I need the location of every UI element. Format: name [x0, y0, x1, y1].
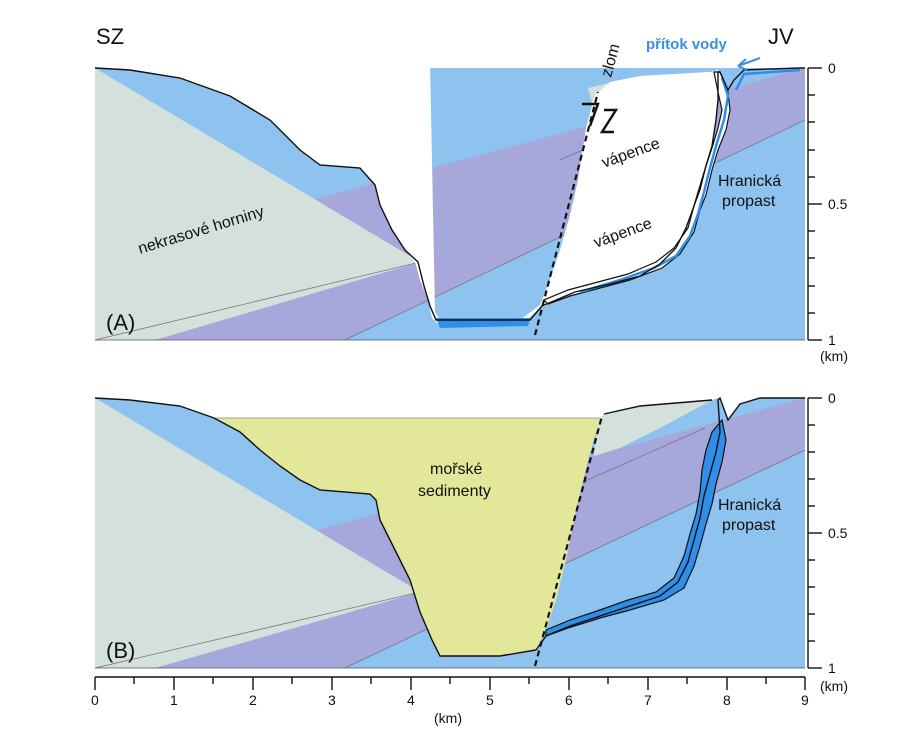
right-depth-axis-b: [807, 397, 822, 669]
depth-tick-b-05: 0.5: [828, 525, 848, 541]
panel-b: [94, 390, 806, 669]
panel-a-surface-line: [94, 67, 805, 321]
panel-a-valley: [95, 60, 718, 326]
bottom-distance-axis: [94, 676, 806, 690]
distance-tick-4: 4: [407, 692, 415, 708]
distance-tick-3: 3: [328, 692, 336, 708]
panel-a-fault: [533, 91, 600, 336]
depth-unit-b: (km): [820, 678, 848, 694]
label-panel-b: (B): [106, 638, 135, 663]
distance-tick-0: 0: [91, 692, 99, 708]
depth-tick-a-05: 0.5: [828, 196, 848, 212]
panel-b-surface-line: [94, 396, 805, 657]
right-depth-axis-a: [807, 67, 822, 341]
label-southeast: JV: [768, 24, 794, 49]
depth-tick-b-1: 1: [828, 660, 836, 676]
panel-b-fault: [533, 415, 604, 667]
distance-tick-1: 1: [170, 692, 178, 708]
label-marine-line1: mořské: [430, 461, 483, 478]
label-water-inflow: přítok vody: [646, 36, 728, 53]
label-marine-line2: sedimenty: [418, 483, 491, 500]
depth-tick-b-0: 0: [828, 390, 836, 406]
label-panel-a: (A): [106, 310, 135, 335]
label-abyss-a-line2: propast: [722, 193, 776, 210]
distance-tick-8: 8: [723, 692, 731, 708]
label-abyss-b-line2: propast: [722, 517, 776, 534]
inflow-arrow-icon: [737, 57, 761, 71]
distance-tick-2: 2: [249, 692, 257, 708]
panel-a-non-karst-left: [95, 68, 420, 340]
panel-b-non-karst-right: [594, 400, 712, 456]
distance-tick-5: 5: [486, 692, 494, 708]
panel-b-marine-sediments: [214, 418, 600, 656]
depth-tick-a-0: 0: [828, 60, 836, 76]
label-northwest: SZ: [96, 24, 124, 49]
distance-tick-7: 7: [644, 692, 652, 708]
distance-tick-6: 6: [565, 692, 573, 708]
depth-tick-a-1: 1: [828, 332, 836, 348]
panel-b-non-karst-left: [95, 398, 420, 668]
label-abyss-b-line1: Hranická: [718, 497, 781, 514]
distance-unit: (km): [434, 710, 462, 726]
panel-a: [94, 60, 806, 341]
panel-a-fault-arrows: [582, 102, 619, 134]
panel-b-abyss-channel: [545, 418, 727, 637]
depth-unit-a: (km): [820, 348, 848, 364]
label-abyss-a-line1: Hranická: [718, 173, 781, 190]
distance-tick-9: 9: [801, 692, 809, 708]
